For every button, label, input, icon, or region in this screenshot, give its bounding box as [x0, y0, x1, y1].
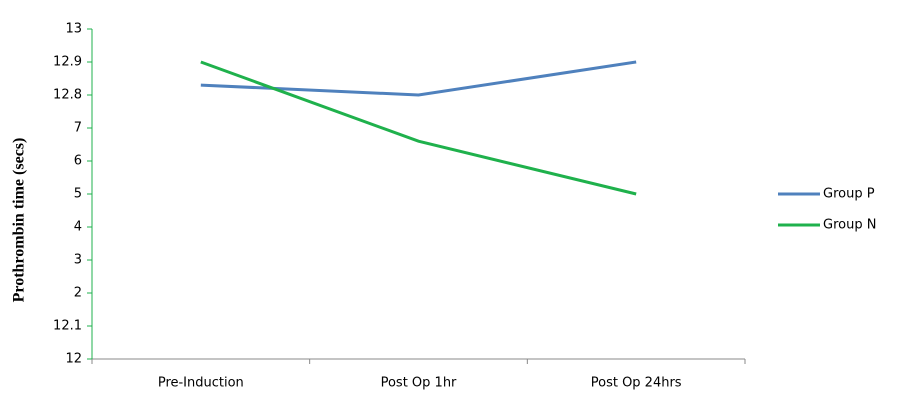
y-tick-label: 12.1: [53, 319, 82, 334]
line: [200, 60, 637, 196]
y-tick-label: 6: [74, 154, 82, 169]
y-tick-label: 2: [74, 286, 82, 301]
x-tick-label: Post Op 24hrs: [591, 376, 682, 391]
y-tick-label: 3: [74, 253, 82, 268]
x-tick-label: Pre-Induction: [158, 376, 244, 391]
y-tick-label: 7: [74, 121, 82, 136]
legend-label: Group N: [823, 218, 876, 233]
y-tick-label: 12.9: [53, 55, 82, 70]
line: [200, 60, 637, 97]
y-tick-label: 5: [74, 187, 82, 202]
y-tick-label: 12.8: [53, 88, 82, 103]
y-axis-label: Prothrombin time (secs): [11, 138, 28, 303]
legend-label: Group P: [823, 187, 875, 202]
x-tick-label: Post Op 1hr: [381, 376, 457, 391]
y-tick-label: 12: [65, 352, 82, 367]
y-tick-label: 13: [65, 22, 82, 37]
y-tick-label: 4: [74, 220, 82, 235]
